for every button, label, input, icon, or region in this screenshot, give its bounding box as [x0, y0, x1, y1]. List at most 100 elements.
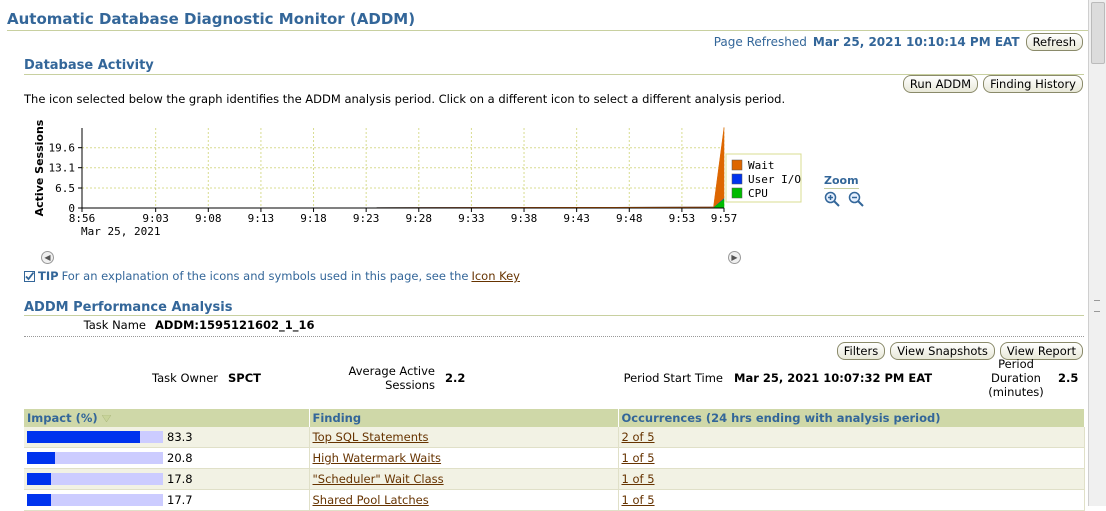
finding-history-button[interactable]: Finding History	[983, 75, 1083, 93]
period-duration-value: 2.5	[1058, 371, 1079, 385]
checkmark-icon	[24, 270, 35, 282]
finding-link[interactable]: Shared Pool Latches	[312, 493, 429, 507]
x-tick-label: 9:43	[563, 212, 590, 225]
occurrences-link[interactable]: 1 of 5	[621, 472, 655, 486]
vertical-scrollbar[interactable]	[1088, 0, 1106, 506]
sort-descending-icon	[101, 414, 112, 423]
title-divider	[7, 30, 1089, 31]
impact-value: 20.8	[167, 451, 193, 465]
x-tick-label: 9:57	[711, 212, 738, 225]
task-owner-value: SPCT	[228, 371, 261, 385]
task-name-label: Task Name	[83, 318, 146, 332]
zoom-out-icon[interactable]	[848, 191, 864, 207]
occurrences-link[interactable]: 2 of 5	[621, 430, 655, 444]
scroll-left-icon[interactable]: ◀	[41, 251, 54, 264]
finding-link[interactable]: High Watermark Waits	[312, 451, 442, 465]
task-owner-label: Task Owner	[151, 371, 218, 385]
run-addm-button[interactable]: Run ADDM	[902, 75, 979, 93]
x-tick-label: 9:28	[406, 212, 433, 225]
y-tick-label: 19.6	[49, 142, 76, 155]
series-area-user-i-o	[376, 197, 725, 208]
impact-cell: 17.8	[24, 468, 310, 490]
occurrences-link[interactable]: 1 of 5	[621, 451, 655, 465]
x-tick-label: 9:23	[353, 212, 380, 225]
impact-bar-fill	[27, 452, 56, 464]
occurrences-link[interactable]: 1 of 5	[621, 493, 655, 507]
impact-column-header[interactable]: Impact (%)	[24, 409, 310, 427]
impact-cell: 17.7	[24, 489, 310, 511]
refresh-button[interactable]: Refresh	[1025, 33, 1083, 51]
impact-bar	[27, 473, 163, 485]
x-tick-label: 8:56	[69, 212, 96, 225]
impact-bar-fill	[27, 494, 52, 506]
zoom-in-icon[interactable]	[824, 191, 840, 207]
tip-label: TIP	[38, 269, 59, 283]
table-row: 20.8 High Watermark Waits 1 of 5	[24, 447, 1085, 469]
series-area-wait	[376, 127, 725, 208]
occurrences-cell: 1 of 5	[618, 468, 1085, 490]
y-tick-label: 6.5	[55, 182, 75, 195]
impact-bar-fill	[27, 431, 141, 443]
view-report-button[interactable]: View Report	[999, 342, 1083, 360]
occurrences-cell: 1 of 5	[618, 489, 1085, 511]
impact-bar	[27, 494, 163, 506]
addm-analysis-heading: ADDM Performance Analysis	[24, 300, 233, 315]
y-tick-label: 13.1	[49, 162, 76, 175]
legend-label: User I/O	[748, 173, 801, 186]
x-axis-date-label: Mar 25, 2021	[81, 225, 160, 238]
page-title: Automatic Database Diagnostic Monitor (A…	[7, 10, 416, 28]
page-refreshed-timestamp: Mar 25, 2021 10:10:14 PM EAT	[812, 35, 1020, 49]
page-refreshed-info: Page Refreshed Mar 25, 2021 10:10:14 PM …	[714, 33, 1083, 51]
impact-bar	[27, 431, 163, 443]
finding-cell: Shared Pool Latches	[309, 489, 619, 511]
scroll-right-icon[interactable]: ▶	[728, 251, 741, 264]
finding-cell: "Scheduler" Wait Class	[309, 468, 619, 490]
finding-link[interactable]: "Scheduler" Wait Class	[312, 472, 444, 486]
section-divider	[24, 74, 1084, 75]
period-start-value: Mar 25, 2021 10:07:32 PM EAT	[734, 371, 933, 385]
table-row: 83.3 Top SQL Statements 2 of 5	[24, 427, 1085, 448]
x-tick-label: 9:13	[248, 212, 275, 225]
impact-bar	[27, 452, 163, 464]
impact-value: 83.3	[167, 430, 193, 444]
legend-swatch	[731, 173, 743, 185]
tip-text: For an explanation of the icons and symb…	[61, 269, 469, 283]
activity-actions: Run ADDM Finding History	[902, 75, 1083, 93]
analysis-actions: Filters View Snapshots View Report	[836, 342, 1083, 360]
impact-bar-fill	[27, 473, 52, 485]
legend-label: Wait	[748, 159, 775, 172]
avg-active-sessions-value: 2.2	[445, 371, 466, 385]
x-tick-label: 9:03	[142, 212, 169, 225]
x-tick-label: 9:08	[195, 212, 222, 225]
occurrences-column-header: Occurrences (24 hrs ending with analysis…	[618, 409, 1085, 427]
section-divider	[24, 315, 1084, 316]
finding-cell: Top SQL Statements	[309, 427, 619, 448]
occurrences-cell: 2 of 5	[618, 427, 1085, 448]
finding-link[interactable]: Top SQL Statements	[312, 430, 429, 444]
x-tick-label: 9:48	[616, 212, 643, 225]
x-tick-label: 9:38	[511, 212, 538, 225]
y-tick-label: 0	[68, 202, 75, 215]
period-start-label: Period Start Time	[623, 371, 723, 385]
view-snapshots-button[interactable]: View Snapshots	[890, 342, 995, 360]
active-sessions-chart: 0 6.5 13.1 19.6 8:56 9:03 9:08 9:13 9:18 9:23 9:28…	[33, 119, 802, 238]
database-activity-heading: Database Activity	[24, 58, 154, 73]
x-tick-label: 9:33	[458, 212, 485, 225]
findings-header-row: Impact (%) Finding Occurrences (24 hrs e…	[24, 409, 1085, 427]
table-row: 17.7 Shared Pool Latches 1 of 5	[24, 489, 1085, 511]
finding-column-header: Finding	[309, 409, 619, 427]
period-duration-label: Period Duration (minutes)	[988, 357, 1044, 399]
legend-label: CPU	[748, 187, 768, 200]
scrollbar-grip-icon	[1094, 300, 1100, 312]
page-refreshed-label: Page Refreshed	[713, 35, 807, 49]
y-axis-label: Active Sessions	[33, 119, 46, 216]
activity-instructions: The icon selected below the graph identi…	[24, 92, 786, 106]
scrollbar-thumb[interactable]	[1091, 2, 1105, 64]
legend-swatch	[731, 159, 743, 171]
icon-key-link[interactable]: Icon Key	[471, 269, 520, 283]
finding-cell: High Watermark Waits	[309, 447, 619, 469]
impact-value: 17.7	[167, 493, 193, 507]
filters-button[interactable]: Filters	[836, 342, 886, 360]
findings-table: Impact (%) Finding Occurrences (24 hrs e…	[24, 409, 1085, 511]
legend-swatch	[731, 187, 743, 199]
